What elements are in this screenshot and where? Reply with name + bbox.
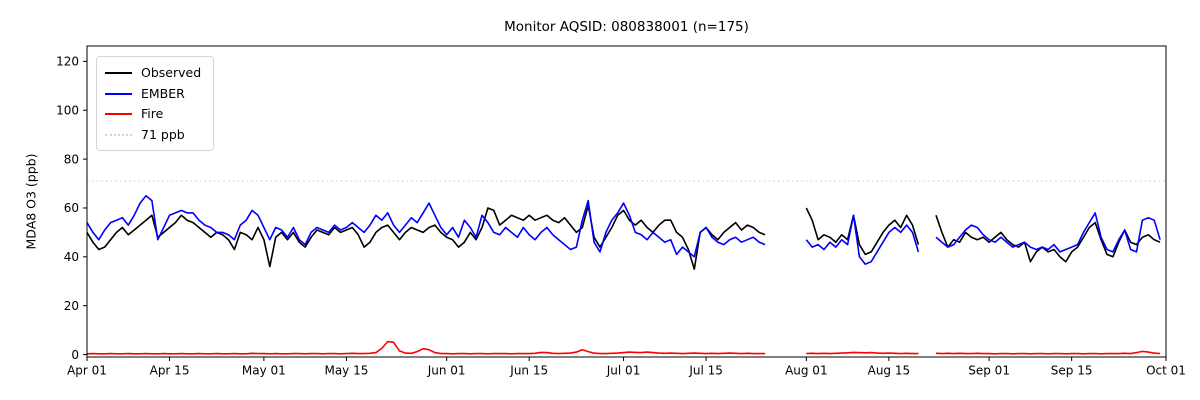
y-tick-label: 100 [56, 103, 79, 117]
x-tick-label: Aug 01 [785, 364, 828, 378]
y-tick-label: 60 [64, 201, 79, 215]
observed-line [86, 204, 1161, 270]
legend: Observed EMBER Fire 71 ppb [96, 56, 214, 151]
chart-title: Monitor AQSID: 080838001 (n=175) [504, 19, 749, 35]
y-tick-label: 40 [64, 250, 79, 264]
x-tick-label: Oct 01 [1146, 364, 1186, 378]
fire-line-swatch [105, 113, 132, 116]
legend-item-observed: Observed [105, 63, 205, 84]
legend-label: Fire [141, 106, 164, 121]
y-tick-label: 0 [71, 348, 79, 362]
x-tick-label: May 15 [324, 364, 368, 378]
ember-line-swatch [105, 92, 132, 95]
legend-label: 71 ppb [141, 126, 185, 142]
x-tick-label: May 01 [242, 364, 286, 378]
legend-label: Observed [141, 65, 202, 80]
x-tick-label: Aug 15 [868, 364, 911, 378]
x-tick-label: Jul 01 [606, 364, 641, 378]
y-tick-label: 120 [56, 55, 79, 69]
ember-line [86, 195, 1161, 265]
axes-border [86, 45, 1167, 358]
x-tick-label: Sep 15 [1051, 364, 1093, 378]
x-tick-label: Apr 01 [67, 364, 107, 378]
legend-item-ember: EMBER [105, 84, 205, 105]
x-tick-label: Jul 15 [688, 364, 723, 378]
y-tick-label: 80 [64, 152, 79, 166]
y-tick-label: 20 [64, 299, 79, 313]
legend-item-threshold: 71 ppb [105, 125, 205, 146]
x-tick-label: Jun 15 [509, 364, 548, 378]
threshold-line-swatch [105, 133, 132, 136]
legend-item-fire: Fire [105, 104, 205, 125]
x-tick-label: Apr 15 [150, 364, 190, 378]
legend-label: EMBER [141, 85, 185, 101]
observed-line-swatch [105, 72, 132, 75]
x-tick-label: Jun 01 [427, 364, 466, 378]
fire-line [86, 340, 1161, 355]
x-tick-label: Sep 01 [968, 364, 1010, 378]
